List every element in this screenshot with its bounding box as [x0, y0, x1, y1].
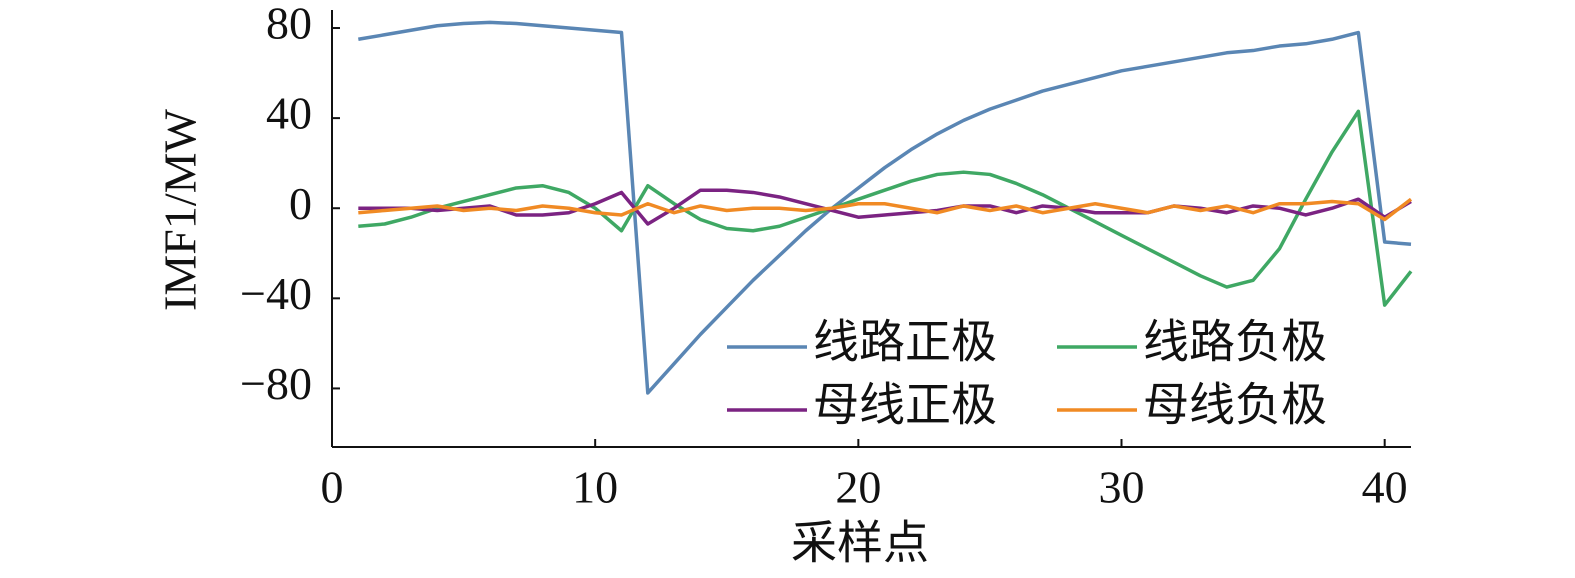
series-line	[358, 109, 1413, 307]
y-axis-label: IMF1/MW	[155, 108, 206, 310]
x-tick-label: 0	[321, 462, 344, 513]
series-line	[358, 20, 1412, 395]
y-tick-label: −80	[240, 358, 312, 409]
legend-label: 线路正极	[813, 317, 997, 368]
x-tick-label: 40	[1362, 462, 1408, 513]
y-tick-label: −40	[240, 268, 312, 319]
legend-label: 线路负极	[1143, 317, 1327, 368]
legend-label: 母线正极	[813, 380, 997, 431]
series-line	[358, 197, 1413, 222]
x-tick-label: 20	[835, 462, 881, 513]
legend-label: 母线负极	[1143, 380, 1327, 431]
x-axis-label: 采样点	[791, 518, 929, 569]
y-tick-label: 80	[266, 0, 312, 49]
series-line	[358, 188, 1412, 226]
y-tick-label: 40	[266, 88, 312, 139]
x-tick-label: 10	[572, 462, 618, 513]
y-tick-label: 0	[289, 178, 312, 229]
x-tick-label: 30	[1099, 462, 1145, 513]
